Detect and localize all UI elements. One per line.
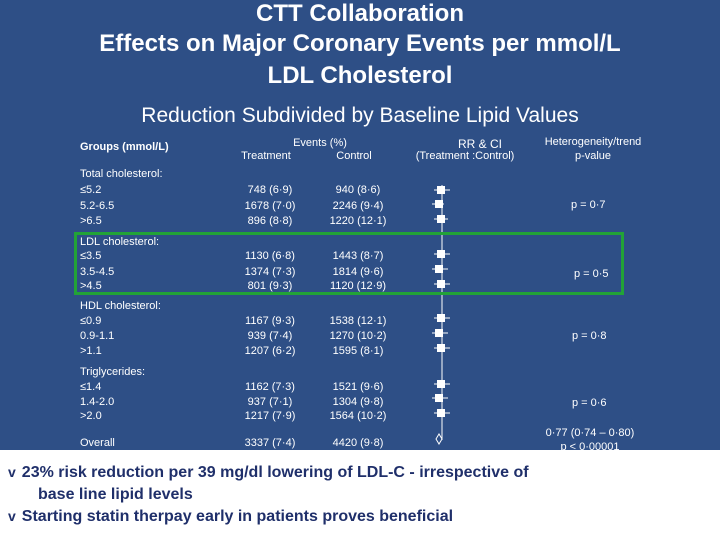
header-rr-sub: (Treatment :Control) bbox=[415, 150, 515, 162]
bullet-1-continued: base line lipid levels bbox=[38, 486, 193, 503]
control-value: 1595 (8·1) bbox=[332, 345, 384, 357]
overall-estimate: 0·77 (0·74 – 0·80) bbox=[545, 427, 635, 439]
row-name: ≤5.2 bbox=[80, 184, 102, 196]
row-name: >2.0 bbox=[80, 410, 102, 422]
control-value: 1120 (12·9) bbox=[329, 280, 387, 292]
group-label-ldl: LDL cholesterol: bbox=[80, 236, 160, 248]
forest-row-marker bbox=[432, 200, 444, 208]
overall-treatment: 3337 (7·4) bbox=[244, 437, 296, 449]
row-name: 5.2-6.5 bbox=[80, 200, 115, 212]
control-value: 1443 (8·7) bbox=[332, 250, 384, 262]
subtitle: Reduction Subdivided by Baseline Lipid V… bbox=[141, 104, 579, 127]
group-label-total: Total cholesterol: bbox=[80, 168, 163, 180]
treatment-value: 1162 (7·3) bbox=[245, 381, 295, 393]
control-value: 1814 (9·6) bbox=[332, 266, 384, 278]
forest-row-marker bbox=[434, 409, 450, 417]
title-line-2: Effects on Major Coronary Events per mmo… bbox=[99, 30, 621, 57]
bottom-panel: v 23% risk reduction per 39 mg/dl lowerin… bbox=[0, 450, 720, 540]
ldl-highlight-box bbox=[74, 232, 624, 295]
header-heterogeneity: Heterogeneity/trend bbox=[544, 136, 642, 148]
treatment-value: 896 (8·8) bbox=[247, 215, 293, 227]
control-value: 1270 (10·2) bbox=[329, 330, 387, 342]
control-value: 1538 (12·1) bbox=[329, 315, 387, 327]
row-name: >6.5 bbox=[80, 215, 102, 227]
bullet-2-text: Starting statin therpay early in patient… bbox=[21, 508, 454, 525]
forest-row-marker bbox=[434, 280, 450, 288]
forest-plot bbox=[432, 185, 450, 445]
group-label-hdl: HDL cholesterol: bbox=[80, 300, 161, 312]
row-name: ≤1.4 bbox=[80, 381, 102, 393]
row-name: 1.4-2.0 bbox=[80, 396, 115, 408]
control-value: 1304 (9·8) bbox=[332, 396, 384, 408]
treatment-value: 1207 (6·2) bbox=[244, 345, 296, 357]
treatment-value: 1678 (7·0) bbox=[244, 200, 296, 212]
treatment-value: 748 (6·9) bbox=[247, 184, 293, 196]
control-value: 2246 (9·4) bbox=[332, 200, 384, 212]
bullet-2: v Starting statin therpay early in patien… bbox=[8, 508, 453, 526]
row-name: ≤0.9 bbox=[80, 315, 102, 327]
overall-label: Overall bbox=[80, 437, 115, 449]
forest-row-marker bbox=[434, 344, 450, 352]
row-name: 0.9-1.1 bbox=[80, 330, 115, 342]
treatment-value: 1217 (7·9) bbox=[244, 410, 296, 422]
forest-row-marker bbox=[434, 250, 450, 258]
treatment-value: 939 (7·4) bbox=[247, 330, 293, 342]
row-name: 3.5-4.5 bbox=[80, 266, 115, 278]
header-treatment: Treatment bbox=[241, 150, 291, 162]
header-rr: RR & CI bbox=[457, 137, 502, 151]
control-value: 1564 (10·2) bbox=[329, 410, 387, 422]
bullet-1-text: 23% risk reduction per 39 mg/dl lowering… bbox=[21, 464, 529, 481]
title-line-1: CTT Collaboration bbox=[256, 0, 464, 27]
forest-row-marker bbox=[432, 265, 448, 273]
treatment-value: 1130 (6·8) bbox=[245, 250, 295, 262]
group-pvalue: p = 0·5 bbox=[574, 268, 609, 280]
header-pvalue: p-value bbox=[574, 150, 612, 162]
control-value: 1220 (12·1) bbox=[329, 215, 387, 227]
bullet-1: v 23% risk reduction per 39 mg/dl lowerin… bbox=[8, 464, 529, 482]
group-label-triglycerides: Triglycerides: bbox=[80, 366, 145, 378]
header-groups: Groups (mmol/L) bbox=[80, 141, 169, 153]
forest-row-marker bbox=[434, 380, 450, 388]
treatment-value: 1167 (9·3) bbox=[245, 315, 295, 327]
treatment-value: 937 (7·1) bbox=[247, 396, 293, 408]
control-value: 1521 (9·6) bbox=[332, 381, 384, 393]
header-control: Control bbox=[336, 150, 372, 162]
checkmark-bullet-icon: v bbox=[8, 508, 16, 524]
title-line-3: LDL Cholesterol bbox=[267, 62, 453, 89]
row-name: >1.1 bbox=[80, 345, 102, 357]
control-value: 940 (8·6) bbox=[335, 184, 381, 196]
group-pvalue: p = 0·8 bbox=[572, 330, 607, 342]
overall-control: 4420 (9·8) bbox=[332, 437, 384, 449]
row-name: ≤3.5 bbox=[80, 250, 102, 262]
forest-row-marker bbox=[432, 394, 448, 402]
group-pvalue: p = 0·7 bbox=[571, 199, 606, 211]
treatment-value: 1374 (7·3) bbox=[244, 266, 296, 278]
overall-diamond bbox=[435, 433, 443, 445]
group-pvalue: p = 0·6 bbox=[572, 397, 607, 409]
forest-row-marker bbox=[434, 186, 450, 194]
forest-row-marker bbox=[434, 215, 448, 223]
forest-row-marker bbox=[432, 329, 448, 337]
forest-row-marker bbox=[434, 314, 450, 322]
treatment-value: 801 (9·3) bbox=[247, 280, 293, 292]
row-name: >4.5 bbox=[80, 280, 102, 292]
header-events: Events (%) bbox=[293, 137, 347, 149]
checkmark-bullet-icon: v bbox=[8, 464, 16, 480]
